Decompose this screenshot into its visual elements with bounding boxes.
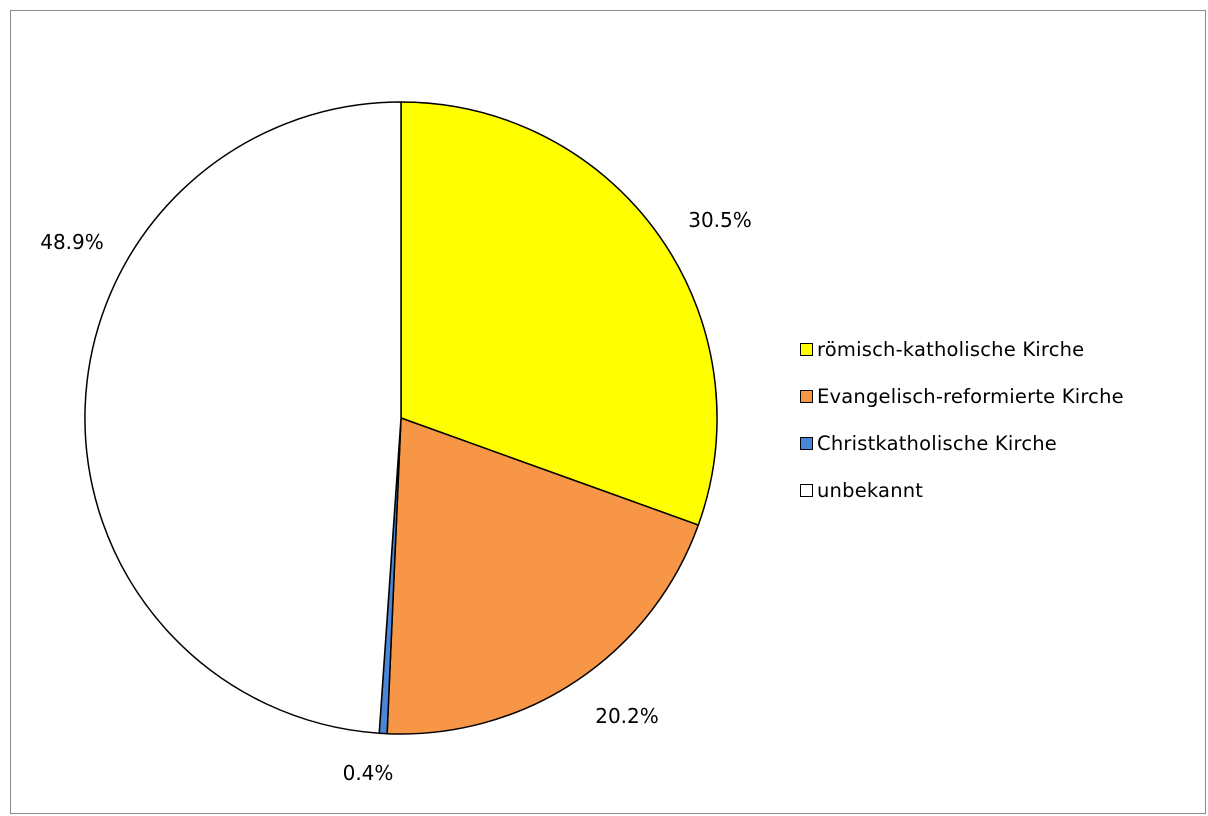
legend-item-christkatholische-kirche: Christkatholische Kirche [800,432,1124,455]
legend-item-evangelisch-reformierte-kirche: Evangelisch-reformierte Kirche [800,385,1124,408]
data-label-evangelisch-reformierte-kirche: 20.2% [595,704,659,728]
legend-swatch-unbekannt [800,484,813,497]
legend-swatch-evangelisch-reformierte-kirche [800,390,813,403]
legend-label-christkatholische-kirche: Christkatholische Kirche [817,432,1057,455]
pie-slices [84,101,718,735]
data-label-roemisch-katholische-kirche: 30.5% [688,208,752,232]
legend-label-unbekannt: unbekannt [817,479,924,502]
legend-label-evangelisch-reformierte-kirche: Evangelisch-reformierte Kirche [817,385,1124,408]
legend-label-roemisch-katholische-kirche: römisch-katholische Kirche [817,338,1085,361]
legend: römisch-katholische Kirche Evangelisch-r… [800,338,1124,526]
legend-swatch-roemisch-katholische-kirche [800,343,813,356]
pie-data-labels: 30.5% 20.2% 0.4% 48.9% [40,208,752,785]
pie-slice-unbekannt [84,101,402,734]
legend-swatch-christkatholische-kirche [800,437,813,450]
pie-slice-roemisch-katholische-kirche [400,101,718,526]
pie-slice-evangelisch-reformierte-kirche [386,417,700,735]
legend-item-unbekannt: unbekannt [800,479,1124,502]
data-label-unbekannt: 48.9% [40,230,104,254]
data-label-christkatholische-kirche: 0.4% [343,761,394,785]
legend-item-roemisch-katholische-kirche: römisch-katholische Kirche [800,338,1124,361]
